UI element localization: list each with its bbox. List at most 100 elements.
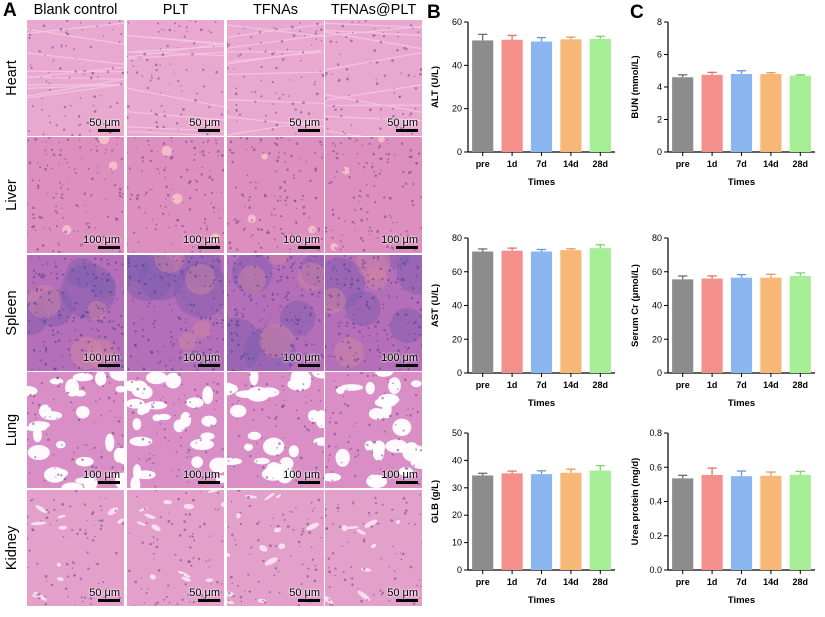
scale-bar: 100 μm — [381, 352, 418, 367]
x-tick-label: 7d — [536, 577, 547, 587]
histology-image-spleen-blank-control: 100 μm — [27, 255, 124, 371]
y-tick-label: 60 — [452, 267, 462, 277]
histology-image-heart-tfnas-plt: 50 μm — [325, 20, 422, 136]
scale-bar-line — [298, 599, 320, 602]
scale-bar: 100 μm — [283, 352, 320, 367]
x-tick-label: 1d — [707, 380, 718, 390]
scale-bar-line — [198, 481, 220, 484]
y-axis-label: ALT (U/L) — [430, 66, 441, 108]
column-header-blank-control: Blank control — [27, 2, 124, 18]
scale-bar: 100 μm — [381, 234, 418, 249]
x-axis-title: Times — [528, 595, 555, 606]
bar-1d — [702, 475, 723, 570]
bar-1d — [502, 251, 523, 373]
bar-1d — [702, 279, 723, 374]
x-tick-label: 14d — [763, 380, 779, 390]
scale-bar-label: 50 μm — [387, 587, 418, 599]
y-tick-label: 0.0 — [649, 565, 662, 575]
bar-28d — [590, 39, 611, 152]
bar-14d — [560, 250, 581, 373]
y-tick-label: 40 — [652, 301, 662, 311]
scale-bar-label: 100 μm — [283, 352, 320, 364]
bar-7d — [531, 42, 552, 153]
x-axis-title: Times — [728, 177, 755, 188]
y-tick-label: 60 — [452, 17, 462, 27]
bar-7d — [531, 474, 552, 570]
x-tick-label: 7d — [736, 380, 747, 390]
scale-bar-label: 100 μm — [283, 234, 320, 246]
scale-bar-line — [198, 129, 220, 132]
y-tick-label: 0.6 — [649, 462, 662, 472]
x-tick-label: 14d — [563, 577, 579, 587]
y-tick-label: 0.2 — [649, 531, 662, 541]
y-tick-label: 40 — [452, 455, 462, 465]
bar-28d — [790, 76, 811, 152]
y-tick-label: 30 — [452, 483, 462, 493]
histology-image-spleen-plt: 100 μm — [127, 255, 224, 371]
y-tick-label: 20 — [452, 510, 462, 520]
x-tick-label: 7d — [736, 159, 747, 169]
bar-14d — [560, 473, 581, 570]
y-tick-label: 80 — [452, 233, 462, 243]
x-tick-label: 14d — [563, 159, 579, 169]
histology-image-spleen-tfnas-plt: 100 μm — [325, 255, 422, 371]
histology-image-kidney-blank-control: 50 μm — [27, 490, 124, 606]
x-tick-label: 1d — [707, 159, 718, 169]
bar-7d — [731, 74, 752, 152]
y-axis-label: GLB (g/L) — [430, 480, 441, 523]
scale-bar: 50 μm — [289, 117, 320, 132]
y-tick-label: 0.8 — [649, 428, 662, 438]
scale-bar-label: 100 μm — [381, 352, 418, 364]
y-tick-label: 0 — [657, 147, 662, 157]
bar-7d — [531, 252, 552, 374]
scale-bar-line — [198, 599, 220, 602]
y-axis-label: Urea protein (mg/d) — [630, 458, 641, 546]
x-tick-label: pre — [476, 577, 490, 587]
scale-bar: 50 μm — [189, 117, 220, 132]
bar-1d — [502, 473, 523, 570]
y-tick-label: 40 — [452, 301, 462, 311]
histology-image-lung-plt: 100 μm — [127, 372, 224, 488]
histology-image-lung-tfnas: 100 μm — [227, 372, 324, 488]
histology-image-heart-blank-control: 50 μm — [27, 20, 124, 136]
scale-bar-label: 50 μm — [289, 117, 320, 129]
x-tick-label: 1d — [507, 577, 518, 587]
y-axis-label: AST (U/L) — [430, 284, 441, 327]
y-tick-label: 20 — [452, 104, 462, 114]
y-tick-label: 8 — [657, 17, 662, 27]
scale-bar: 100 μm — [183, 469, 220, 484]
y-tick-label: 6 — [657, 50, 662, 60]
scale-bar-label: 50 μm — [89, 117, 120, 129]
histology-image-liver-plt: 100 μm — [127, 137, 224, 253]
y-tick-label: 60 — [652, 267, 662, 277]
scale-bar-label: 100 μm — [183, 234, 220, 246]
scale-bar: 100 μm — [283, 234, 320, 249]
scale-bar-line — [298, 364, 320, 367]
bar-28d — [790, 276, 811, 373]
scale-bar: 100 μm — [83, 352, 120, 367]
y-tick-label: 0 — [457, 368, 462, 378]
bar-14d — [760, 74, 781, 152]
bar-14d — [560, 39, 581, 152]
scale-bar-line — [298, 481, 320, 484]
scale-bar-line — [98, 481, 120, 484]
x-tick-label: pre — [476, 380, 490, 390]
bar-28d — [590, 248, 611, 373]
histology-image-lung-tfnas-plt: 100 μm — [325, 372, 422, 488]
x-tick-label: 7d — [736, 577, 747, 587]
x-axis-title: Times — [528, 398, 555, 409]
x-tick-label: 14d — [563, 380, 579, 390]
bar-pre — [672, 478, 693, 570]
scale-bar-line — [298, 129, 320, 132]
scale-bar-label: 50 μm — [289, 587, 320, 599]
scale-bar: 50 μm — [89, 587, 120, 602]
bar-7d — [731, 278, 752, 373]
y-tick-label: 0 — [657, 368, 662, 378]
column-header-tfnas-plt: TFNAs@PLT — [325, 2, 422, 18]
scale-bar-label: 50 μm — [89, 587, 120, 599]
row-label-spleen: Spleen — [1, 255, 23, 371]
row-label-heart: Heart — [1, 20, 23, 136]
panel-letter-a: A — [3, 0, 17, 22]
